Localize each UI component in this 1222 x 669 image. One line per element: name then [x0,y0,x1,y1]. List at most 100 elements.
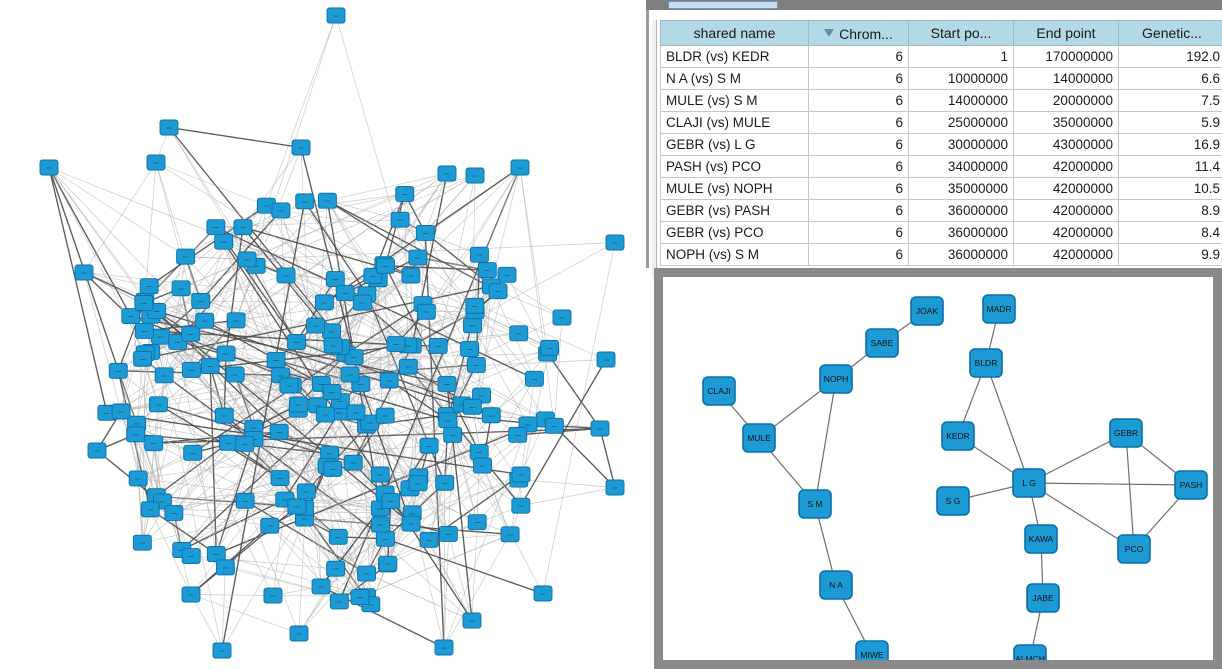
main-network-node[interactable]: •••• [287,498,307,515]
main-network-node[interactable]: •••• [326,7,346,24]
cell-genetic[interactable]: 7.5 [1118,89,1222,112]
main-network-node[interactable]: •••• [469,444,489,461]
main-network-node[interactable]: •••• [219,434,238,451]
main-network-node[interactable]: •••• [214,407,234,424]
cell-start_point[interactable]: 36000000 [908,243,1014,266]
main-network-node[interactable]: •••• [335,285,355,301]
main-network-node[interactable]: •••• [212,642,232,659]
main-network-node[interactable]: •••• [39,159,59,176]
sub-network-node[interactable]: JOAK [910,296,944,326]
cell-start_point[interactable]: 30000000 [908,133,1014,156]
main-network-node[interactable]: •••• [437,376,457,392]
main-network-node[interactable]: •••• [416,303,436,320]
sub-network-node[interactable]: S M [798,489,832,519]
main-network-node[interactable]: •••• [477,262,497,279]
main-network-node[interactable]: •••• [605,479,625,496]
main-network-node[interactable]: •••• [462,398,482,415]
main-network-node[interactable]: •••• [176,248,196,265]
main-network-node[interactable]: •••• [215,559,235,576]
main-network-node[interactable]: •••• [326,560,346,577]
cell-end_point[interactable]: 42000000 [1013,155,1119,178]
sub-network-canvas[interactable]: CLAJI MULE NOPH SABE JOAK S M N A MIWE MADR BLDR K… [663,277,1213,660]
main-network-node[interactable]: •••• [596,351,616,368]
cell-end_point[interactable]: 42000000 [1013,177,1119,200]
table-row[interactable]: MULE (vs) S M 6 14000000 20000000 7.5 [660,89,1222,112]
cell-chromosome[interactable]: 6 [808,199,909,222]
main-network-node[interactable]: •••• [340,366,360,383]
sub-network-node[interactable]: JABE [1026,583,1060,613]
cell-chromosome[interactable]: 6 [808,111,909,134]
main-network-node[interactable]: •••• [151,328,171,345]
main-network-node[interactable]: •••• [376,530,395,547]
main-network-node[interactable]: •••• [435,474,455,491]
cell-chromosome[interactable]: 6 [808,155,909,178]
sub-network-node[interactable]: BLDR [969,348,1003,378]
main-network-node[interactable]: •••• [328,528,348,545]
main-network-node[interactable]: •••• [323,337,343,354]
main-network-node[interactable]: •••• [195,312,215,329]
main-network-node[interactable]: •••• [378,555,398,572]
main-network-node[interactable]: •••• [144,435,164,452]
cell-genetic[interactable]: 6.6 [1118,67,1222,90]
sub-network-node[interactable]: MADR [982,294,1016,324]
sub-network-node[interactable]: GEBR [1109,418,1143,448]
main-network-node[interactable]: •••• [408,475,428,492]
main-network-node[interactable]: •••• [395,186,415,202]
main-network-node[interactable]: •••• [419,531,439,548]
main-network-node[interactable]: •••• [544,417,564,434]
main-network-node[interactable]: •••• [325,271,345,288]
cell-chromosome[interactable]: 6 [808,67,909,90]
main-network-node[interactable]: •••• [398,358,418,375]
cell-start_point[interactable]: 34000000 [908,155,1014,178]
main-network-node[interactable]: •••• [590,420,610,437]
main-network-node[interactable]: •••• [108,362,128,379]
main-network-node[interactable]: •••• [390,211,410,228]
main-network-node[interactable]: •••• [511,497,531,514]
main-network-node[interactable]: •••• [323,460,343,477]
main-network-node[interactable]: •••• [419,437,439,454]
main-network-node[interactable]: •••• [111,403,131,420]
main-network-node[interactable]: •••• [500,526,520,543]
table-row[interactable]: NOPH (vs) S M 6 36000000 42000000 9.9 [660,243,1222,266]
cell-end_point[interactable]: 35000000 [1013,111,1119,134]
cell-shared_name[interactable]: BLDR (vs) KEDR [660,45,809,68]
main-network-node[interactable]: •••• [225,366,245,383]
table-row[interactable]: GEBR (vs) PCO 6 36000000 42000000 8.4 [660,221,1222,244]
main-network-node[interactable]: •••• [386,336,406,353]
main-network-node[interactable]: •••• [181,361,201,378]
main-network-node[interactable]: •••• [171,280,191,297]
table-row[interactable]: CLAJI (vs) MULE 6 25000000 35000000 5.9 [660,111,1222,134]
main-network-node[interactable]: •••• [322,383,342,400]
edge-attribute-table[interactable]: shared name Chrom... Start po... End poi… [660,20,1222,266]
main-network-node[interactable]: •••• [443,426,463,443]
main-network-node[interactable]: •••• [314,294,334,311]
sub-network-node[interactable]: ALMCH [1013,644,1047,660]
main-network-node[interactable]: •••• [214,233,234,250]
main-network-node[interactable]: •••• [134,322,154,339]
sub-network-node[interactable]: KAWA [1024,524,1058,554]
cell-shared_name[interactable]: N A (vs) S M [660,67,809,90]
column-header-end-point[interactable]: End point [1013,20,1119,46]
main-network-node[interactable]: •••• [524,370,544,387]
main-network-node[interactable]: •••• [408,249,428,266]
main-network-node[interactable]: •••• [233,219,253,236]
main-network-node[interactable]: •••• [379,372,399,389]
main-network-node[interactable]: •••• [287,334,307,350]
cell-end_point[interactable]: 20000000 [1013,89,1119,112]
main-network-node[interactable]: •••• [428,337,448,354]
cell-end_point[interactable]: 170000000 [1013,45,1119,68]
cell-start_point[interactable]: 35000000 [908,177,1014,200]
cell-shared_name[interactable]: GEBR (vs) L G [660,133,809,156]
main-network-node[interactable]: •••• [270,470,290,486]
main-network-node[interactable]: •••• [181,548,201,564]
main-network-node[interactable]: •••• [206,546,226,562]
main-network-node[interactable]: •••• [216,345,236,362]
main-network-node[interactable]: •••• [467,514,487,531]
partial-tab[interactable] [668,1,778,9]
main-network-node[interactable]: •••• [181,586,201,603]
sub-network-node[interactable]: MIWE [855,640,889,660]
main-network-node[interactable]: •••• [154,367,174,384]
main-network-node[interactable]: •••• [352,294,372,311]
sub-network-node[interactable]: CLAJI [702,376,736,406]
column-header-start-point[interactable]: Start po... [908,20,1014,46]
